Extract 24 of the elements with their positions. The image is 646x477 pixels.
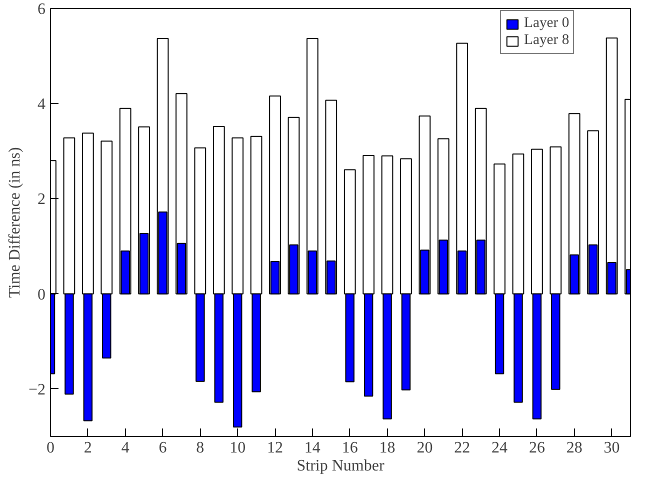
x-tick-label: 20 <box>416 440 433 456</box>
x-tick-label: 12 <box>267 440 284 456</box>
x-tick-label: 8 <box>196 440 204 456</box>
x-tick-label: 22 <box>454 440 470 456</box>
legend-label: Layer 8 <box>524 32 570 49</box>
y-tick-label: 2 <box>38 191 46 208</box>
x-tick-label: 30 <box>604 440 620 456</box>
x-axis-title: Strip Number <box>296 458 385 474</box>
y-tick-label: 0 <box>38 286 46 304</box>
legend-label: Layer 0 <box>524 15 570 32</box>
x-tick-label: 4 <box>121 440 130 456</box>
y-tick-label: −2 <box>28 381 46 398</box>
y-axis-title: Time Difference (in ns) <box>6 147 24 298</box>
x-tick-label: 10 <box>230 440 246 456</box>
x-tick-label: 2 <box>84 440 92 456</box>
x-tick-label: 6 <box>158 440 167 456</box>
x-tick-label: 14 <box>304 440 320 456</box>
x-tick-label: 24 <box>492 440 508 456</box>
x-tick-label: 26 <box>528 440 545 456</box>
y-tick-label: 4 <box>38 96 46 114</box>
x-tick-label: 16 <box>342 440 358 456</box>
x-tick-label: 18 <box>379 440 396 456</box>
x-tick-label: 28 <box>566 440 582 456</box>
y-tick-label: 6 <box>38 1 46 18</box>
